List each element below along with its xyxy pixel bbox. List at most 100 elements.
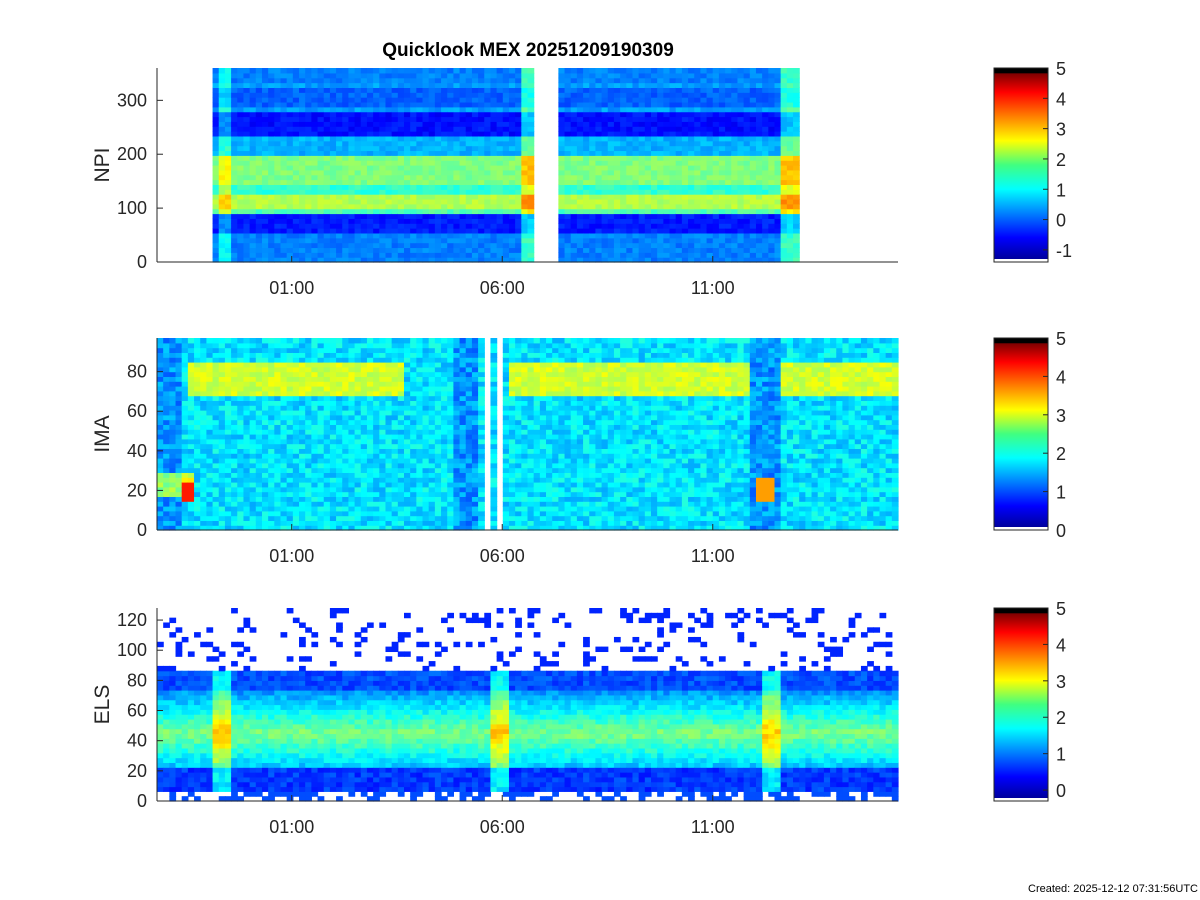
npi-cell (725, 160, 732, 166)
npi-cell (255, 72, 263, 79)
npi-cell (613, 247, 621, 253)
npi-cell (237, 252, 245, 258)
npi-cell (706, 82, 714, 88)
npi-cell (447, 213, 454, 219)
ima-cell (243, 438, 251, 445)
npi-cell (595, 242, 603, 249)
npi-cell (373, 247, 380, 253)
npi-cell (762, 242, 769, 249)
npi-cell (354, 247, 362, 253)
ima-cell (157, 410, 164, 416)
npi-cell (626, 198, 634, 205)
npi-cell (576, 165, 584, 171)
ima-cell (206, 405, 214, 411)
npi-cell (681, 179, 689, 185)
ima-cell (218, 338, 226, 344)
npi-cell (564, 247, 572, 253)
npi-cell (589, 135, 597, 142)
ima-cell (268, 342, 275, 349)
npi-cell (749, 252, 757, 258)
ima-cell (218, 342, 226, 349)
npi-cell (360, 228, 368, 234)
npi-cell (793, 72, 800, 79)
npi-cell (595, 101, 603, 108)
npi-cell (434, 97, 442, 103)
npi-cell (342, 189, 350, 195)
npi-cell (416, 155, 424, 161)
npi-cell (243, 232, 251, 239)
npi-cell (465, 72, 473, 79)
npi-cell (329, 194, 337, 200)
npi-cell (583, 140, 590, 147)
npi-colorbar-tick-label: 0 (1056, 211, 1066, 231)
npi-cell (280, 135, 288, 142)
npi-cell (292, 218, 300, 224)
npi-cell (379, 184, 387, 190)
ima-cell (305, 486, 312, 493)
npi-cell (669, 106, 677, 113)
npi-cell (342, 145, 350, 152)
npi-cell (700, 72, 708, 79)
ima-cell (342, 405, 350, 411)
ima-cell (305, 386, 312, 392)
ima-cell (268, 419, 275, 425)
npi-cell (292, 106, 300, 113)
npi-cell (688, 198, 695, 205)
npi-cell (428, 218, 436, 224)
npi-cell (336, 194, 343, 200)
npi-cell (755, 228, 763, 234)
npi-cell (385, 203, 393, 210)
ima-cell (249, 419, 257, 425)
npi-cell (502, 223, 510, 229)
ima-cell (311, 338, 319, 344)
npi-cell (465, 189, 473, 195)
ima-cell (187, 376, 195, 382)
npi-cell (718, 194, 726, 200)
npi-cell (601, 232, 609, 239)
npi-cell (354, 257, 362, 263)
npi-cell (323, 189, 331, 195)
npi-cell (570, 160, 578, 166)
npi-cell (502, 126, 510, 132)
npi-cell (274, 184, 282, 190)
npi-cell (762, 208, 769, 215)
npi-cell (731, 252, 739, 258)
npi-cell (490, 116, 498, 122)
npi-cell (385, 121, 393, 127)
ima-cell (163, 352, 170, 358)
ima-cell (231, 501, 238, 507)
npi-cell (712, 116, 720, 122)
npi-cell (385, 97, 393, 103)
npi-cell (508, 111, 516, 118)
ima-cell (249, 491, 257, 497)
npi-cell (292, 247, 300, 253)
npi-cell (404, 165, 411, 171)
npi-cell (268, 145, 275, 152)
npi-cell (632, 116, 640, 122)
npi-cell (379, 189, 387, 195)
npi-cell (311, 87, 319, 93)
ima-cell (181, 448, 189, 454)
npi-cell (478, 213, 485, 219)
ima-cell (299, 371, 306, 377)
npi-cell (459, 213, 467, 219)
ima-cell (249, 515, 257, 521)
npi-cell (768, 145, 776, 152)
npi-cell (391, 155, 399, 161)
npi-cell (780, 169, 788, 176)
npi-cell (558, 218, 566, 224)
ima-cell (231, 462, 238, 469)
npi-cell (243, 223, 251, 229)
ima-cell (163, 467, 170, 473)
npi-cell (706, 131, 714, 137)
npi-cell (583, 101, 590, 108)
npi-cell (447, 131, 454, 137)
ima-cell (187, 362, 195, 368)
ima-cell (274, 491, 282, 497)
npi-cell (453, 82, 461, 88)
npi-cell (700, 82, 708, 88)
npi-cell (589, 145, 597, 152)
npi-ytick-label: 200 (117, 144, 147, 164)
npi-cell (311, 135, 319, 142)
npi-cell (416, 116, 424, 122)
